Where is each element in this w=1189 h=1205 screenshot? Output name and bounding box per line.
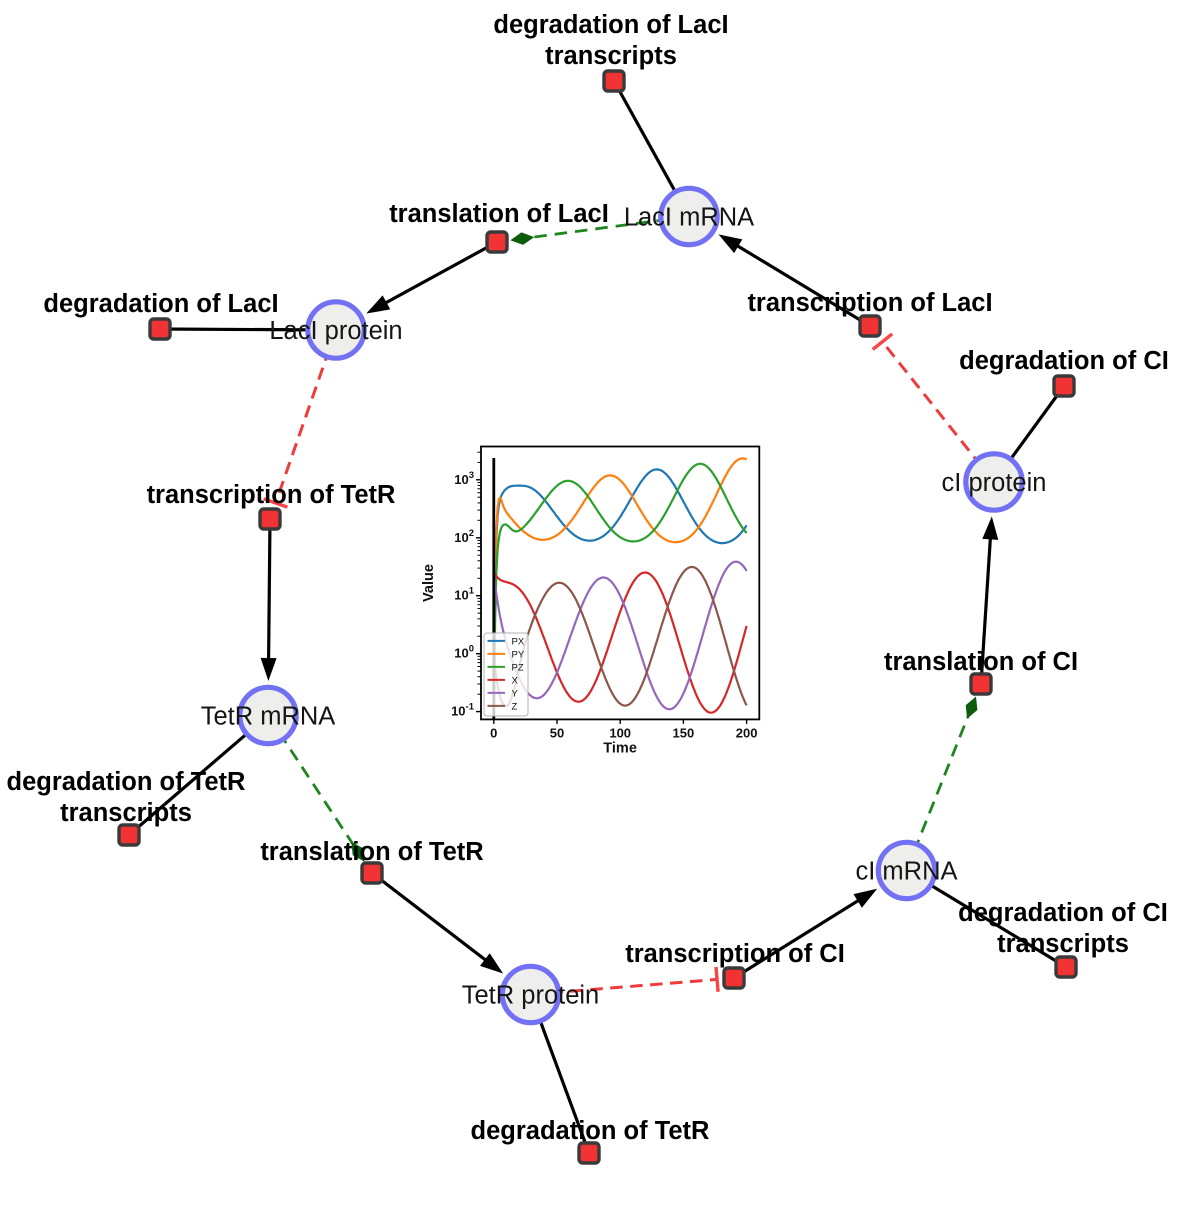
svg-text:translation of CI: translation of CI [884, 648, 1078, 676]
svg-text:Y: Y [512, 688, 519, 699]
svg-text:degradation of TetR: degradation of TetR [471, 1117, 710, 1145]
svg-text:PY: PY [512, 649, 525, 660]
svg-text:X: X [512, 675, 519, 686]
svg-text:cI protein: cI protein [942, 469, 1047, 497]
svg-text:translation of TetR: translation of TetR [260, 838, 483, 866]
svg-text:transcription of CI: transcription of CI [625, 940, 845, 968]
svg-text:0: 0 [490, 725, 497, 740]
svg-text:transcripts: transcripts [545, 42, 677, 70]
svg-text:LacI protein: LacI protein [269, 317, 402, 345]
svg-text:transcripts: transcripts [997, 930, 1129, 958]
svg-text:degradation of TetR: degradation of TetR [7, 768, 246, 796]
svg-text:Value: Value [421, 564, 437, 602]
svg-text:Time: Time [603, 741, 637, 757]
svg-text:PX: PX [512, 636, 525, 647]
svg-text:degradation of LacI: degradation of LacI [493, 11, 728, 39]
svg-text:degradation of LacI: degradation of LacI [43, 290, 278, 318]
svg-text:degradation of CI: degradation of CI [958, 899, 1168, 927]
svg-text:PZ: PZ [512, 662, 524, 673]
svg-text:cI mRNA: cI mRNA [856, 858, 958, 886]
svg-text:50: 50 [550, 725, 564, 740]
svg-text:Z: Z [512, 701, 518, 712]
svg-text:200: 200 [736, 725, 758, 740]
svg-text:degradation of CI: degradation of CI [959, 347, 1169, 375]
svg-text:150: 150 [673, 725, 695, 740]
svg-text:transcripts: transcripts [60, 799, 192, 827]
svg-text:TetR protein: TetR protein [462, 982, 600, 1010]
svg-text:translation of LacI: translation of LacI [389, 200, 609, 228]
svg-text:100: 100 [609, 725, 631, 740]
svg-text:transcription of LacI: transcription of LacI [747, 289, 992, 317]
svg-text:transcription of TetR: transcription of TetR [147, 481, 396, 509]
svg-text:LacI mRNA: LacI mRNA [624, 204, 754, 232]
svg-text:TetR mRNA: TetR mRNA [201, 703, 336, 731]
